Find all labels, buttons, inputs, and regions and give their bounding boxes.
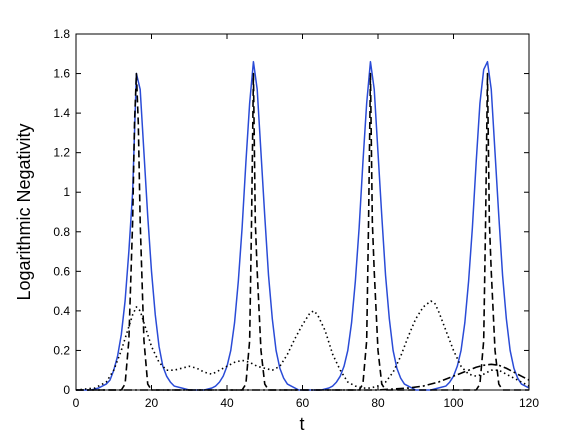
y-tick-label: 0.4 — [53, 304, 70, 318]
y-axis-label: Logarithmic Negativity — [14, 123, 34, 300]
y-tick-label: 0.6 — [53, 264, 70, 278]
x-tick-label: 40 — [220, 396, 234, 410]
y-tick-label: 1 — [63, 185, 70, 199]
y-tick-label: 1.2 — [53, 146, 70, 160]
series-line-solid — [76, 60, 530, 391]
y-tick-label: 0 — [63, 383, 70, 397]
series-line-dashdot — [76, 363, 530, 391]
y-tick-label: 0.2 — [53, 343, 70, 357]
x-axis-label: t — [299, 414, 304, 434]
series-layer — [75, 60, 530, 391]
ticks-layer: 0 20 40 60 80 100 120 0 0.2 0.4 0.6 0.8 1 1.2 1.4 1.6 1.… — [53, 27, 539, 410]
x-tick-label: 0 — [73, 396, 80, 410]
x-tick-label: 100 — [443, 396, 463, 410]
x-tick-label: 120 — [519, 396, 539, 410]
x-tick-label: 20 — [145, 396, 159, 410]
y-tick-label: 0.8 — [53, 225, 70, 239]
x-tick-label: 60 — [296, 396, 310, 410]
y-tick-label: 1.6 — [53, 67, 70, 81]
x-tick-label: 80 — [371, 396, 385, 410]
y-tick-label: 1.8 — [53, 27, 70, 41]
plot-area — [75, 33, 530, 391]
series-line-dashed — [76, 72, 529, 391]
y-tick-label: 1.4 — [53, 106, 70, 120]
